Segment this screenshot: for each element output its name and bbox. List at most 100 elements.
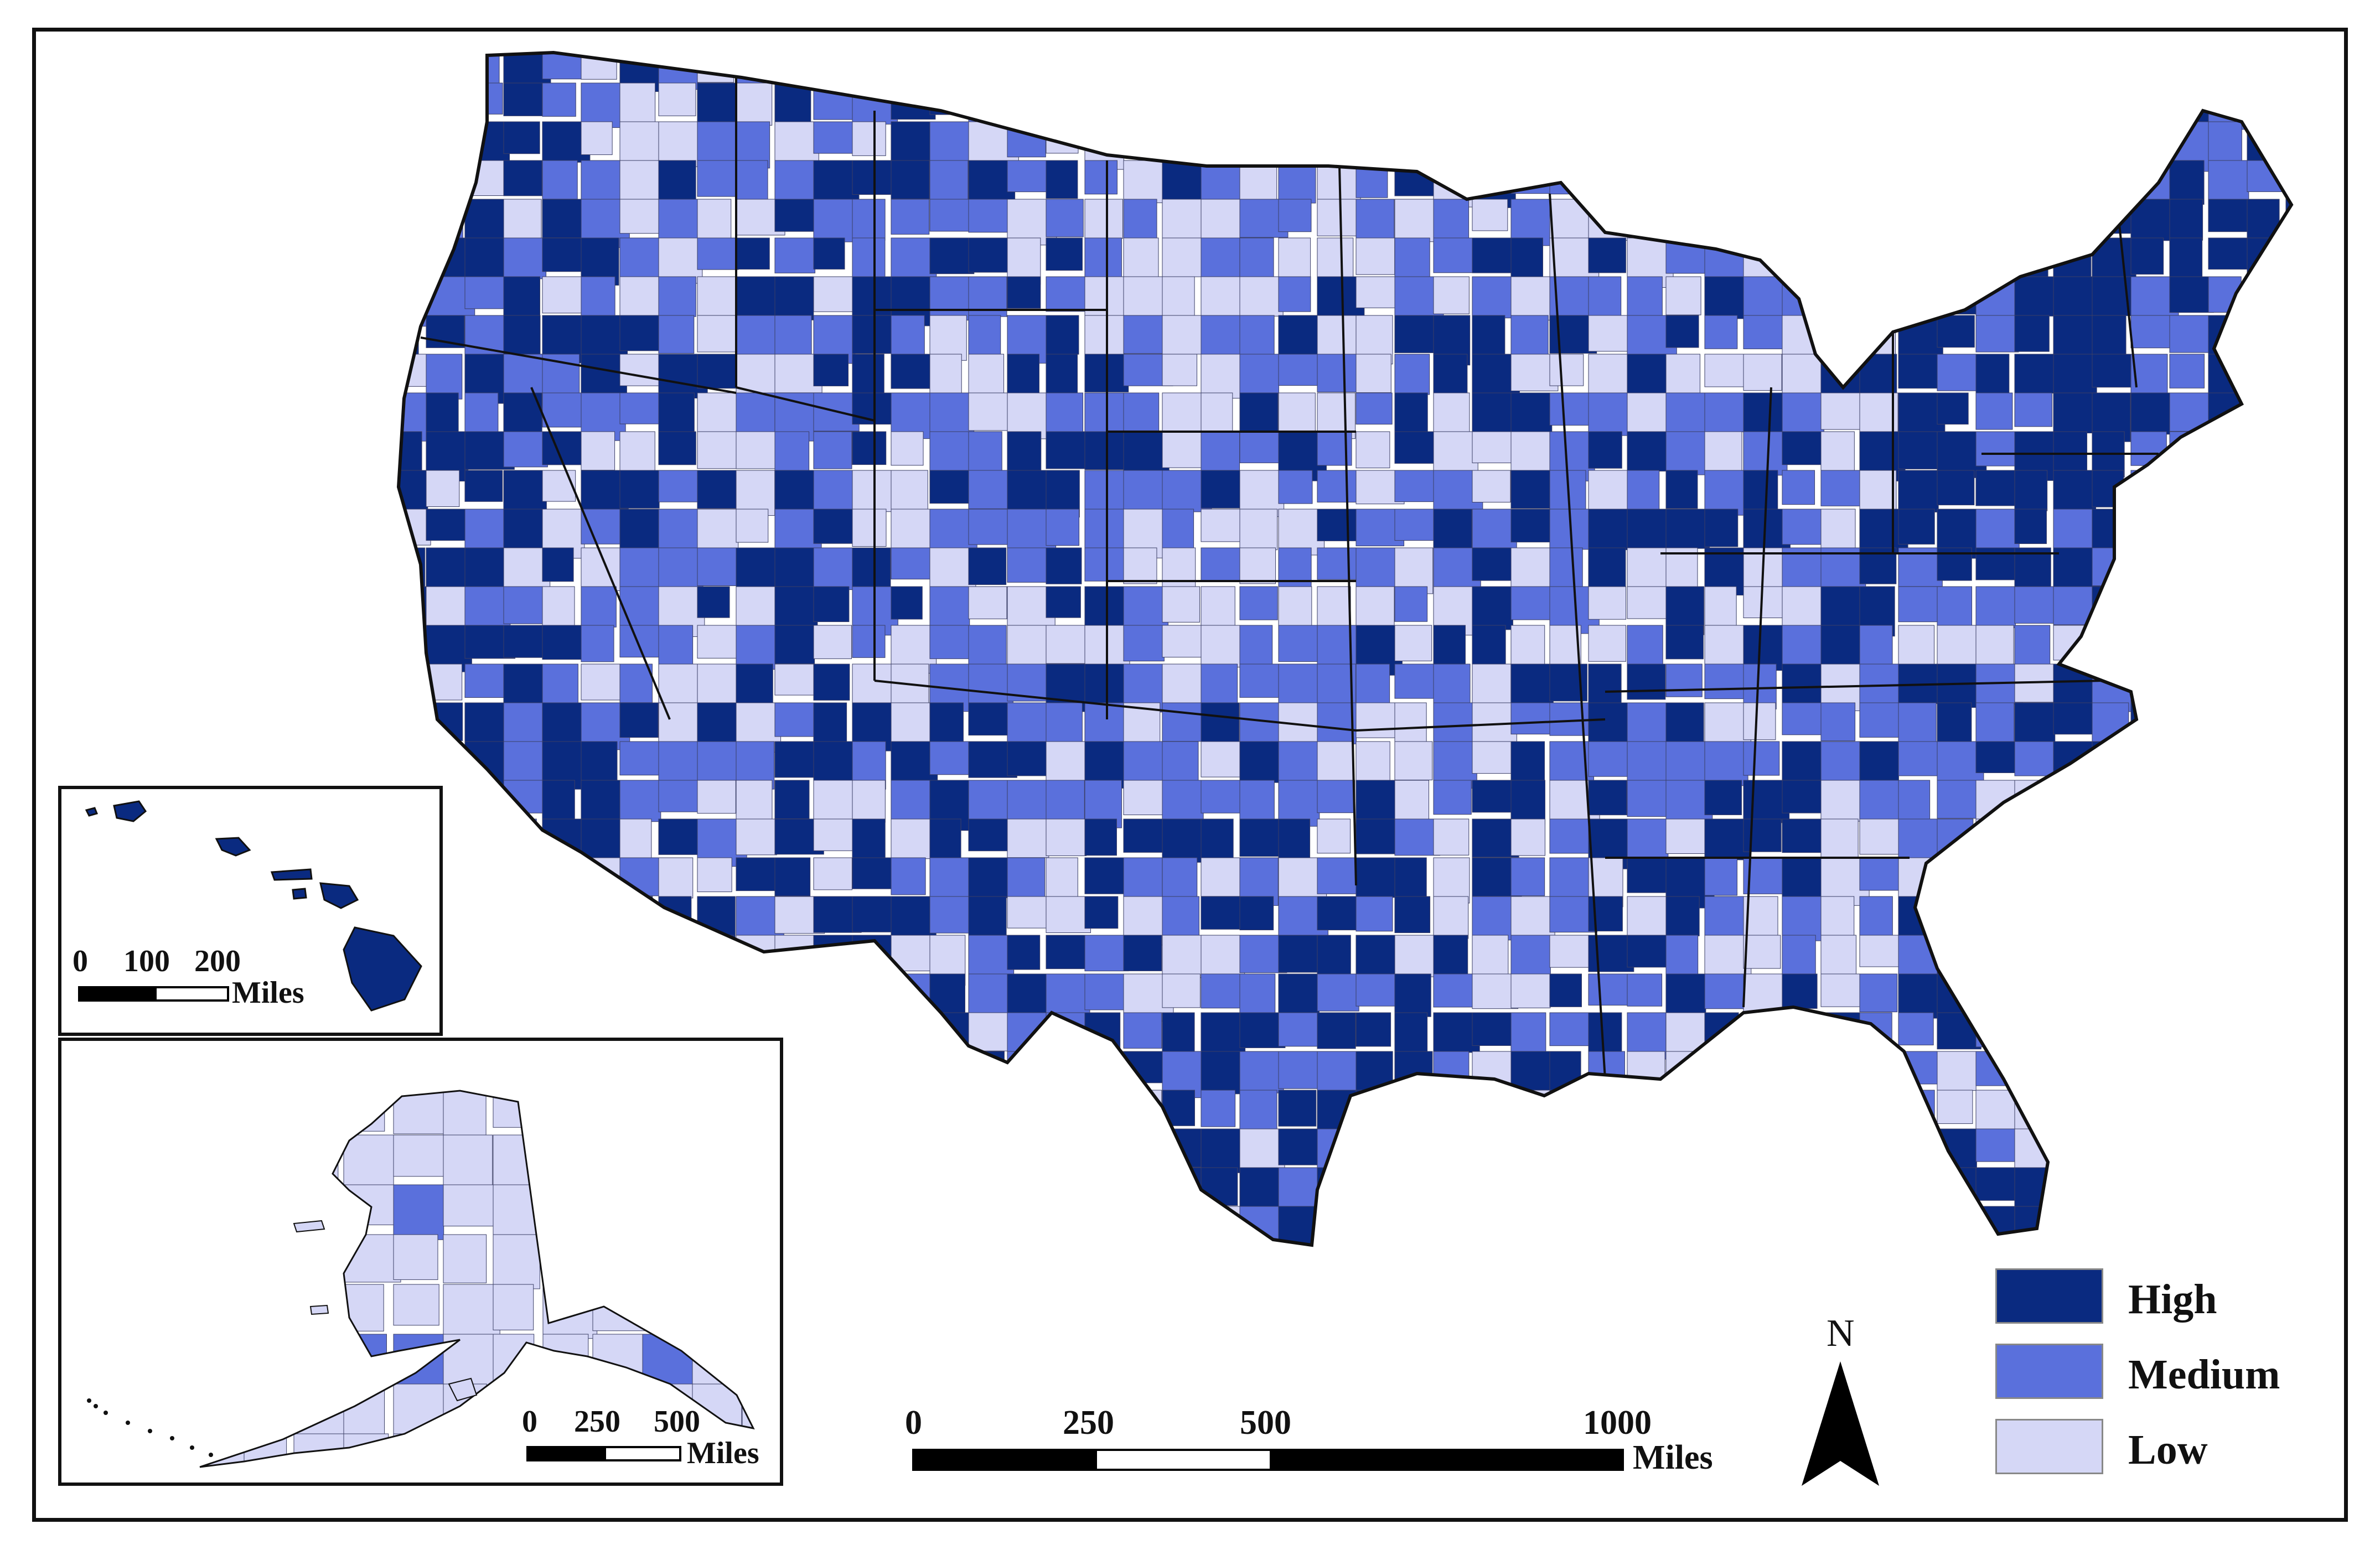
county-cell <box>1588 237 1626 273</box>
county-cell <box>929 625 976 659</box>
county-cell <box>1820 160 1859 209</box>
county-cell <box>1317 780 1355 813</box>
county-cell <box>464 818 509 862</box>
county-cell <box>2014 896 2062 947</box>
county-cell <box>1704 199 1746 231</box>
county-cell <box>1433 1090 1467 1131</box>
county-cell <box>1394 509 1437 541</box>
county-cell <box>2092 818 2135 867</box>
county-cell <box>2247 237 2291 282</box>
county-cell <box>1937 1206 1984 1245</box>
county-cell <box>1278 53 1320 86</box>
county-cell <box>503 431 548 468</box>
county-cell <box>1123 470 1169 516</box>
county-cell <box>2208 664 2247 702</box>
county-cell <box>1355 857 1396 898</box>
county-cell <box>813 547 856 590</box>
county-cell <box>443 1134 493 1194</box>
county-cell <box>852 53 903 85</box>
county-cell <box>244 1134 289 1197</box>
county-cell <box>642 1134 702 1189</box>
county-cell <box>2285 935 2291 977</box>
county-cell <box>2169 276 2214 313</box>
county-cell <box>2285 780 2291 816</box>
county-cell <box>1937 53 1980 92</box>
county-cell <box>929 53 977 82</box>
county-cell <box>929 1206 967 1245</box>
county-cell <box>542 586 575 629</box>
county-cell <box>1278 82 1317 118</box>
county-cell <box>1975 702 2015 744</box>
county-cell <box>493 1234 540 1289</box>
county-cell <box>2169 1090 2201 1134</box>
county-cell <box>968 857 1010 898</box>
county-cell <box>1588 1090 1622 1132</box>
county-cell <box>813 431 852 469</box>
county-cell <box>658 935 702 974</box>
county-cell <box>2247 586 2288 634</box>
county-cell <box>1704 586 1737 633</box>
county-cell <box>2092 276 2138 317</box>
county-cell <box>1975 896 2023 934</box>
county-cell <box>2247 818 2282 869</box>
county-cell <box>891 354 933 389</box>
county-cell <box>1820 1051 1863 1086</box>
county-cell <box>399 702 428 753</box>
county-cell <box>1046 818 1087 856</box>
county-cell <box>774 82 811 129</box>
county-cell <box>2053 818 2086 854</box>
county-cell <box>1007 1245 1048 1289</box>
county-cell <box>1820 1206 1867 1242</box>
county-cell <box>2285 1012 2291 1064</box>
county-cell <box>1820 315 1868 359</box>
county-cell <box>1239 315 1275 355</box>
county-cell <box>742 1234 753 1296</box>
county-cell <box>503 702 544 745</box>
county-cell <box>1046 53 1085 89</box>
county-cell <box>426 160 458 206</box>
county-cell <box>891 121 930 162</box>
county-cell <box>774 431 810 478</box>
county-cell <box>2169 664 2218 713</box>
county-cell <box>2014 1051 2049 1085</box>
county-cell <box>1162 53 1199 79</box>
county-cell <box>968 53 1017 90</box>
county-cell <box>1782 1128 1814 1170</box>
county-cell <box>1162 780 1204 825</box>
county-cell <box>2053 1090 2088 1134</box>
county-cell <box>891 1167 932 1201</box>
county-cell <box>2130 121 2171 169</box>
county-cell <box>2169 1128 2215 1169</box>
hawaii-inset: 0 100 200 Miles <box>58 786 443 1036</box>
county-cell <box>1859 857 1905 891</box>
county-cell <box>1549 121 1587 160</box>
county-cell <box>2285 354 2291 404</box>
county-cell <box>1239 237 1274 278</box>
county-cell <box>1820 237 1858 276</box>
county-cell <box>2285 53 2291 86</box>
county-cell <box>658 160 696 206</box>
county-cell <box>1239 1090 1277 1134</box>
county-cell <box>1279 1245 1317 1289</box>
county-cell <box>619 354 660 386</box>
county-cell <box>1704 82 1742 131</box>
county-cell <box>2130 780 2177 830</box>
county-cell <box>1588 780 1627 816</box>
county-cell <box>2130 509 2173 545</box>
county-cell <box>968 935 1015 979</box>
county-cell <box>1434 1245 1484 1279</box>
county-cell <box>2169 1051 2210 1092</box>
county-cell <box>293 1184 357 1245</box>
county-cell <box>2285 470 2291 521</box>
county-cell <box>2169 1167 2210 1210</box>
county-cell <box>2247 741 2287 778</box>
county-cell <box>2053 857 2092 896</box>
county-cell <box>1123 586 1168 629</box>
county-cell <box>1898 276 1940 313</box>
county-cell <box>1239 121 1273 157</box>
county-cell <box>1665 1090 1705 1139</box>
county-cell <box>1084 1167 1130 1206</box>
main-scale-segment-3 <box>1270 1449 1624 1471</box>
county-cell <box>1355 1090 1397 1123</box>
county-cell <box>1782 1206 1827 1245</box>
